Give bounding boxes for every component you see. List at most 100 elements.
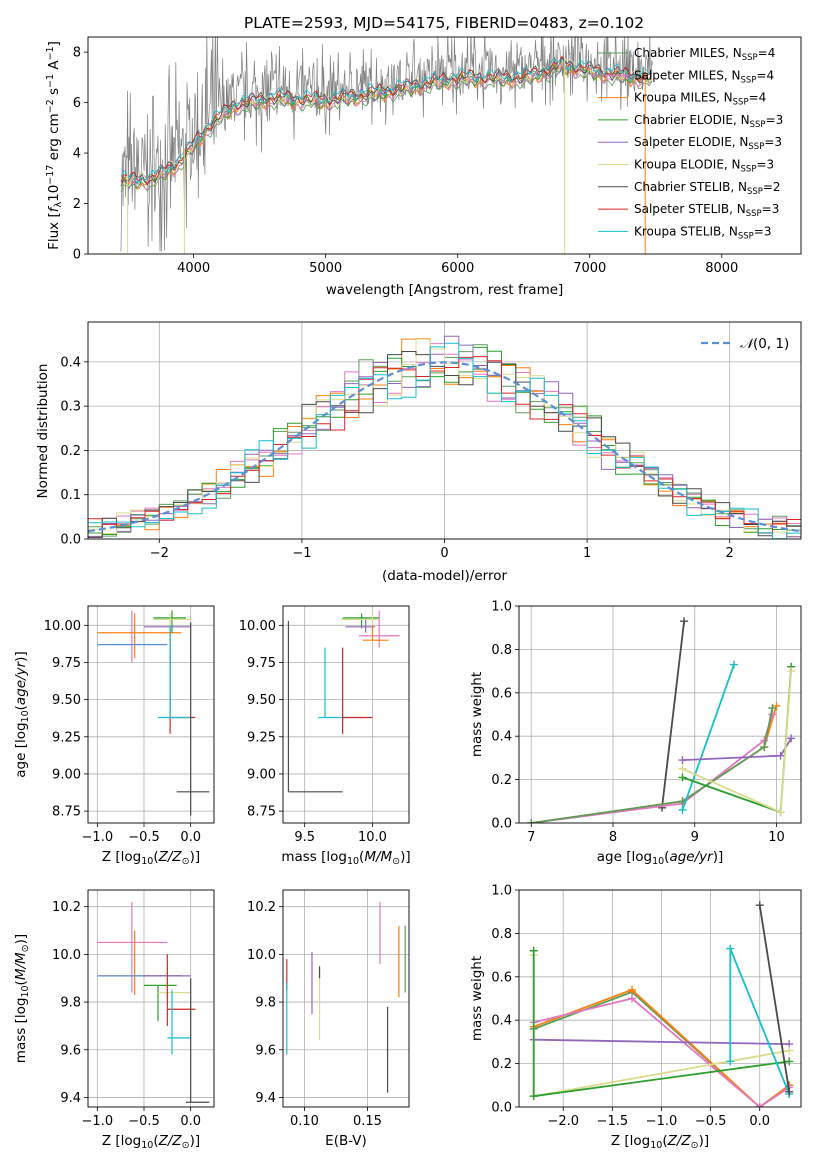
weight-marker bbox=[529, 946, 538, 955]
x-tick-label: 6000 bbox=[441, 261, 474, 276]
legend-label: Kroupa STELIB, NSSP=3 bbox=[634, 224, 772, 241]
weight-series-line bbox=[531, 714, 774, 823]
mass-ebv-panel: 0.10 0.15 9.4 9.6 9.8 10.0 10.2 E(B-V) bbox=[247, 889, 410, 1149]
weight-marker bbox=[627, 994, 636, 1003]
x-tick-label: 10 bbox=[768, 830, 785, 845]
age-mass-panel: 9.5 10.0 8.75 9.00 9.25 9.50 9.75 10.00 mass [lo… bbox=[239, 605, 411, 867]
y-tick-label: 10.00 bbox=[239, 619, 276, 634]
model-spectrum-line bbox=[120, 57, 653, 184]
histogram-series bbox=[88, 342, 801, 539]
y-tick-label: 0.4 bbox=[491, 730, 512, 745]
y-axis-label: Normed distribution bbox=[35, 364, 51, 499]
age-z-panel: −1.0 −0.5 0.0 8.75 9.00 9.25 9.50 9.75 10.00 Z [l… bbox=[13, 605, 215, 867]
y-tick-label: 0.0 bbox=[60, 533, 81, 548]
spectrum-legend: Chabrier MILES, NSSP=4 Salpeter MILES, NS… bbox=[598, 46, 783, 241]
weight-marker bbox=[678, 805, 687, 814]
model-spectrum-line bbox=[120, 61, 653, 190]
y-tick-label: 0.4 bbox=[60, 355, 81, 370]
y-tick-label: 4 bbox=[73, 147, 81, 162]
y-tick-label: 0.2 bbox=[491, 1057, 512, 1072]
x-tick-label: −2.0 bbox=[547, 1114, 579, 1129]
weight-series-line bbox=[533, 997, 790, 1107]
weight-marker bbox=[678, 764, 687, 773]
plot-area bbox=[88, 606, 214, 823]
x-tick-label: −0.5 bbox=[128, 1114, 160, 1129]
x-tick-label: 0.15 bbox=[353, 1114, 382, 1129]
weight-marker bbox=[627, 985, 636, 994]
weight-marker bbox=[529, 1092, 538, 1101]
y-tick-label: 0.6 bbox=[491, 970, 512, 985]
plot-area bbox=[120, 37, 654, 254]
y-tick-label: 0.4 bbox=[491, 1014, 512, 1029]
weight-z-panel: −2.0 −1.5 −1.0 −0.5 0.0 0.0 0.2 0.4 0.6 0.8 1.0 Z [… bbox=[469, 884, 802, 1151]
y-tick-label: 0.6 bbox=[491, 686, 512, 701]
legend-label: Chabrier ELODIE, NSSP=3 bbox=[634, 113, 783, 130]
y-tick-label: 9.25 bbox=[52, 730, 81, 745]
plot-area bbox=[519, 890, 801, 1107]
x-axis-label: E(B-V) bbox=[325, 1133, 367, 1149]
weight-marker bbox=[755, 901, 764, 910]
y-tick-label: 0.2 bbox=[60, 444, 81, 459]
axes-frame bbox=[282, 889, 410, 1108]
normal-reference-curve bbox=[88, 361, 801, 533]
axes-frame bbox=[87, 605, 215, 824]
residual-panel: −2 −1 0 1 2 0.0 0.1 0.2 0.3 0.4 (data-model)/error… bbox=[35, 321, 802, 584]
x-tick-label: 0 bbox=[440, 546, 448, 561]
axes-frame bbox=[518, 605, 802, 824]
weight-age-panel: 7 8 9 10 0.0 0.2 0.4 0.6 0.8 1.0 age [log10(age/yr… bbox=[469, 600, 802, 867]
y-axis-label: mass weight bbox=[469, 672, 485, 757]
axes-frame bbox=[282, 605, 410, 824]
y-tick-label: 9.50 bbox=[52, 693, 81, 708]
y-tick-label: 9.8 bbox=[60, 996, 81, 1011]
histogram-series bbox=[88, 356, 801, 534]
y-tick-label: 10.0 bbox=[247, 948, 276, 963]
legend-label: Chabrier STELIB, NSSP=2 bbox=[634, 180, 781, 197]
weight-series-line bbox=[681, 664, 735, 811]
y-tick-label: 0.3 bbox=[60, 400, 81, 415]
x-axis-label: wavelength [Angstrom, rest frame] bbox=[326, 282, 564, 298]
y-axis-label: mass [log10(M/M⊙)] bbox=[13, 934, 31, 1063]
x-tick-label: 9 bbox=[691, 830, 699, 845]
weight-marker bbox=[755, 1103, 764, 1107]
x-tick-label: −1.0 bbox=[82, 830, 114, 845]
axes-frame bbox=[87, 889, 215, 1108]
y-tick-label: 8.75 bbox=[52, 805, 81, 820]
x-tick-label: 0.10 bbox=[290, 1114, 319, 1129]
plot-area bbox=[88, 890, 214, 1107]
x-axis-label: (data-model)/error bbox=[382, 568, 508, 584]
x-tick-label: −1.0 bbox=[646, 1114, 678, 1129]
y-tick-label: 9.00 bbox=[247, 767, 276, 782]
legend-label: Kroupa MILES, NSSP=4 bbox=[634, 91, 766, 108]
legend-label: Salpeter STELIB, NSSP=3 bbox=[634, 202, 779, 219]
weight-series-line bbox=[682, 737, 792, 761]
x-tick-label: 8 bbox=[609, 830, 617, 845]
y-tick-label: 2 bbox=[73, 197, 81, 212]
y-tick-label: 8.75 bbox=[247, 805, 276, 820]
x-axis-label: mass [log10(M/M⊙)] bbox=[281, 849, 410, 867]
figure-title: PLATE=2593, MJD=54175, FIBERID=0483, z=0… bbox=[244, 14, 644, 32]
x-tick-label: −1 bbox=[292, 546, 311, 561]
x-tick-label: 2 bbox=[726, 546, 734, 561]
y-axis-label: Flux [fλ10−17 erg cm−2 s−1 A−1] bbox=[45, 41, 64, 250]
histogram-series bbox=[88, 338, 801, 534]
weight-marker bbox=[787, 734, 796, 743]
y-tick-label: 0.0 bbox=[491, 1101, 512, 1116]
weight-marker bbox=[768, 703, 777, 712]
x-tick-label: 4000 bbox=[177, 261, 210, 276]
y-tick-label: 9.75 bbox=[52, 656, 81, 671]
y-tick-label: 0.1 bbox=[60, 488, 81, 503]
weight-marker bbox=[787, 667, 796, 676]
x-tick-label: 7 bbox=[527, 830, 535, 845]
axes-frame bbox=[87, 321, 802, 540]
x-tick-label: −0.5 bbox=[128, 830, 160, 845]
plot-area bbox=[519, 606, 801, 823]
y-tick-label: 0 bbox=[73, 248, 81, 263]
weight-marker bbox=[726, 944, 735, 953]
x-tick-label: 1 bbox=[583, 546, 591, 561]
y-tick-label: 9.75 bbox=[247, 656, 276, 671]
weight-marker bbox=[785, 1087, 794, 1096]
x-tick-label: 0.0 bbox=[180, 1114, 201, 1129]
y-tick-label: 10.2 bbox=[52, 900, 81, 915]
y-tick-label: 9.6 bbox=[255, 1043, 276, 1058]
